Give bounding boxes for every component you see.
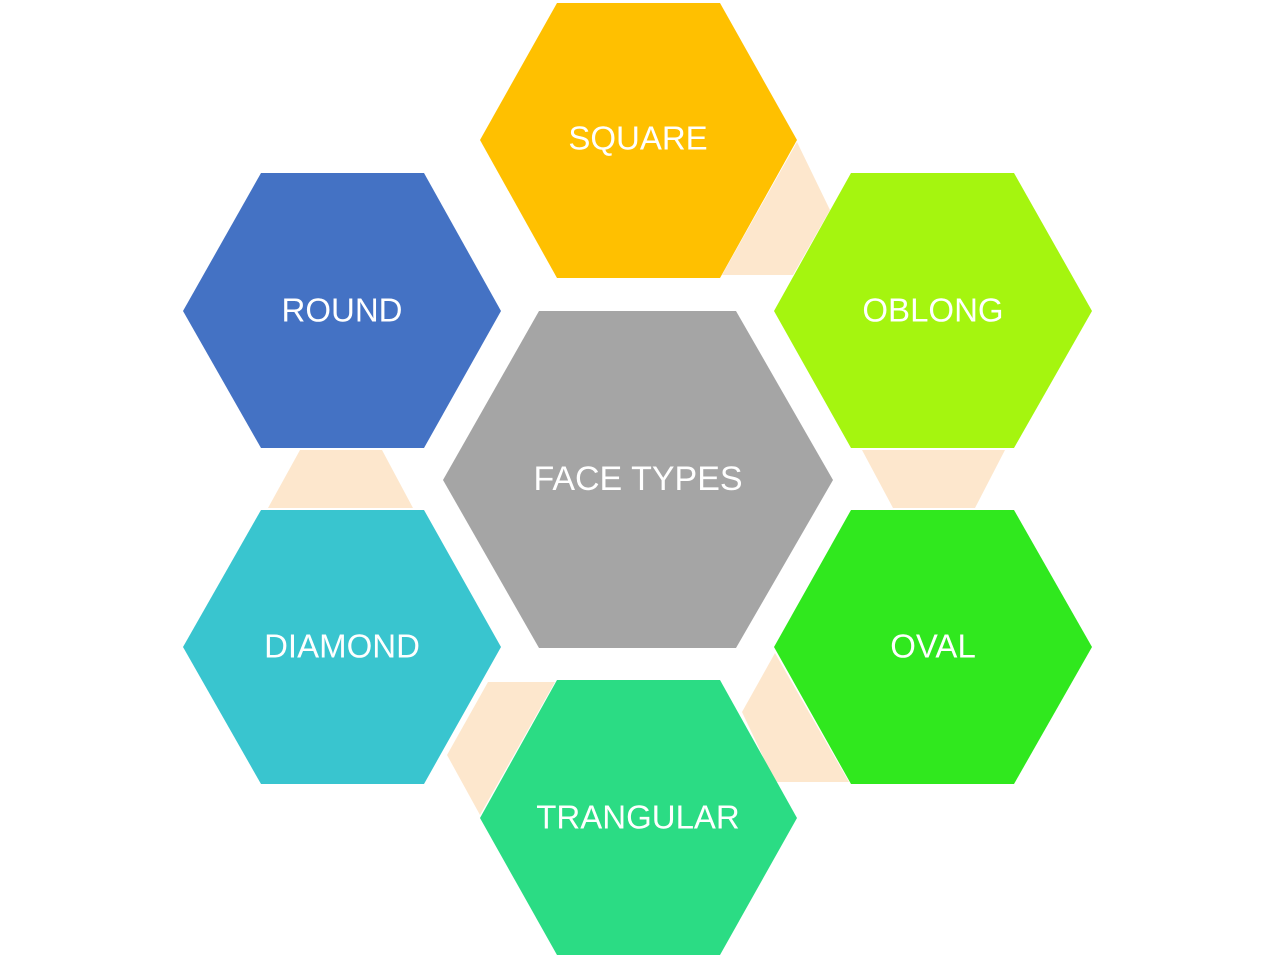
connector-triangular-diamond (447, 682, 555, 815)
node-square: SQUARE (480, 3, 797, 278)
node-triangular: TRANGULAR (480, 680, 797, 955)
node-oblong: OBLONG (774, 173, 1092, 448)
triangular-hexagon (480, 680, 797, 955)
round-label: ROUND (282, 292, 403, 329)
diamond-label: DIAMOND (264, 628, 420, 665)
oval-label: OVAL (890, 628, 976, 665)
center-hexagon (443, 311, 833, 648)
node-diamond: DIAMOND (183, 510, 501, 784)
triangular-label: TRANGULAR (536, 799, 740, 836)
oblong-hexagon (774, 173, 1092, 448)
square-label: SQUARE (568, 120, 707, 157)
center-label: FACE TYPES (533, 460, 742, 498)
square-hexagon (480, 3, 797, 278)
connector-oblong-oval (862, 450, 1005, 508)
node-round: ROUND (183, 173, 501, 448)
connectors (268, 142, 1005, 815)
connector-oval-triangular (742, 653, 849, 782)
oblong-label: OBLONG (862, 292, 1003, 329)
connector-square-oblong (722, 142, 830, 275)
node-oval: OVAL (774, 510, 1092, 784)
round-hexagon (183, 173, 501, 448)
center-node: FACE TYPES (443, 311, 833, 648)
oval-hexagon (774, 510, 1092, 784)
connector-diamond-round (268, 450, 413, 508)
diamond-hexagon (183, 510, 501, 784)
